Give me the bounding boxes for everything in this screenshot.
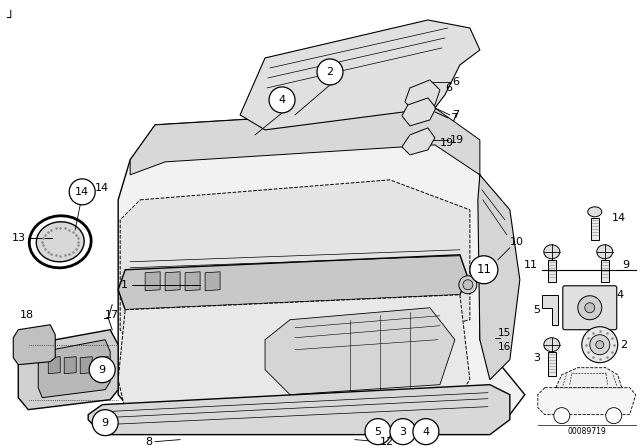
Text: 7: 7 (450, 113, 457, 123)
Polygon shape (185, 272, 200, 291)
Circle shape (92, 409, 118, 435)
Polygon shape (556, 368, 621, 388)
Circle shape (269, 87, 295, 113)
Circle shape (554, 408, 570, 424)
Text: ┘: ┘ (6, 12, 14, 25)
FancyBboxPatch shape (591, 218, 599, 240)
Polygon shape (542, 295, 558, 325)
Polygon shape (118, 108, 525, 415)
FancyBboxPatch shape (563, 286, 617, 330)
Ellipse shape (36, 222, 84, 262)
Ellipse shape (166, 217, 235, 273)
Text: 4: 4 (617, 290, 624, 300)
Polygon shape (88, 385, 510, 435)
Polygon shape (13, 325, 55, 365)
Circle shape (596, 341, 604, 349)
Circle shape (578, 296, 602, 320)
Polygon shape (48, 357, 60, 374)
Text: 17: 17 (105, 310, 119, 320)
Text: 6: 6 (452, 77, 459, 87)
Text: 14: 14 (75, 187, 89, 197)
Text: 9: 9 (102, 418, 109, 428)
Ellipse shape (173, 226, 227, 269)
Polygon shape (265, 308, 455, 395)
Polygon shape (120, 180, 470, 360)
Polygon shape (145, 272, 160, 291)
Text: 00089719: 00089719 (568, 427, 606, 436)
Text: 12: 12 (380, 437, 394, 447)
Ellipse shape (544, 245, 560, 259)
Circle shape (365, 418, 391, 444)
Circle shape (470, 256, 498, 284)
Circle shape (390, 418, 416, 444)
Text: 11: 11 (524, 260, 538, 270)
Text: 18: 18 (20, 310, 35, 320)
Ellipse shape (596, 245, 612, 259)
FancyBboxPatch shape (447, 329, 471, 347)
Text: 15: 15 (498, 328, 511, 338)
Text: 1: 1 (121, 280, 128, 290)
Circle shape (605, 408, 621, 424)
Polygon shape (96, 357, 108, 374)
Polygon shape (405, 80, 440, 112)
FancyBboxPatch shape (548, 352, 556, 376)
Text: 19: 19 (450, 135, 464, 145)
Circle shape (590, 335, 610, 355)
Circle shape (317, 59, 343, 85)
Circle shape (463, 280, 473, 290)
Polygon shape (80, 357, 92, 374)
Text: 14: 14 (612, 213, 626, 223)
Text: 2: 2 (620, 340, 627, 350)
Text: 19: 19 (440, 138, 454, 148)
Circle shape (413, 418, 439, 444)
Text: 7: 7 (452, 110, 459, 120)
Text: 16: 16 (498, 342, 511, 352)
Text: 6: 6 (445, 83, 452, 93)
Text: 3: 3 (533, 353, 540, 363)
Text: 3: 3 (399, 426, 406, 437)
Text: 13: 13 (12, 233, 26, 243)
Circle shape (69, 179, 95, 205)
Polygon shape (402, 98, 436, 126)
Polygon shape (38, 340, 110, 398)
Polygon shape (64, 357, 76, 374)
Text: 14: 14 (95, 183, 109, 193)
Polygon shape (240, 20, 480, 130)
Polygon shape (130, 108, 480, 175)
Text: 9: 9 (99, 365, 106, 375)
Polygon shape (402, 128, 435, 155)
Text: 4: 4 (278, 95, 285, 105)
Text: 9: 9 (623, 260, 630, 270)
FancyBboxPatch shape (601, 260, 609, 282)
Circle shape (582, 327, 618, 363)
Circle shape (89, 357, 115, 383)
FancyBboxPatch shape (548, 260, 556, 282)
Ellipse shape (544, 338, 560, 352)
Text: 2: 2 (326, 67, 333, 77)
Text: 5: 5 (533, 305, 540, 315)
Text: 4: 4 (422, 426, 429, 437)
Circle shape (459, 276, 477, 294)
Text: 11: 11 (476, 263, 492, 276)
Text: 10: 10 (510, 237, 524, 247)
Polygon shape (118, 255, 468, 310)
Polygon shape (478, 175, 520, 379)
Polygon shape (538, 388, 636, 415)
Circle shape (585, 303, 595, 313)
Polygon shape (165, 272, 180, 291)
Polygon shape (118, 295, 470, 409)
Polygon shape (19, 330, 118, 409)
Text: 8: 8 (145, 437, 152, 447)
FancyBboxPatch shape (471, 329, 495, 347)
Text: 5: 5 (374, 426, 381, 437)
Polygon shape (205, 272, 220, 291)
Ellipse shape (588, 207, 602, 217)
